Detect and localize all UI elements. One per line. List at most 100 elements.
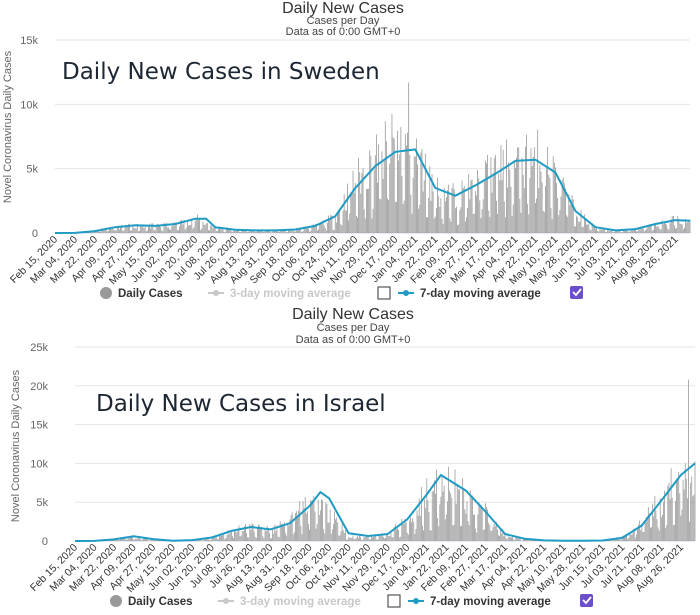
daily-case-bar (381, 151, 383, 233)
seven-day-average-line (54, 148, 691, 234)
daily-case-bar (644, 231, 645, 233)
daily-case-bar (526, 134, 527, 233)
y-tick-label: 0 (32, 228, 38, 240)
daily-case-bar (384, 538, 385, 541)
checkbox-7-day[interactable] (580, 594, 593, 607)
daily-case-bar (372, 537, 373, 541)
daily-case-bar (444, 201, 446, 233)
daily-case-bar (203, 538, 205, 541)
legend-marker-daily-cases[interactable] (110, 595, 122, 607)
daily-case-bar (622, 230, 624, 233)
daily-case-bar (221, 229, 223, 233)
checkbox-7-day[interactable] (570, 286, 583, 299)
legend-marker-7-day-dot[interactable] (413, 598, 419, 604)
daily-case-bar (367, 188, 368, 233)
daily-case-bar (629, 531, 631, 541)
daily-case-bar (452, 525, 454, 541)
daily-case-bar (462, 478, 464, 541)
legend-label-daily-cases[interactable]: Daily Cases (128, 596, 193, 608)
legend-marker-7-day-dot[interactable] (403, 290, 409, 296)
legend-label-3-day[interactable]: 3-day moving average (230, 288, 351, 300)
daily-case-bar (327, 522, 329, 541)
legend-label-3-day[interactable]: 3-day moving average (240, 596, 361, 608)
daily-case-bar (185, 227, 187, 233)
daily-case-bar (202, 540, 204, 541)
daily-case-bar (535, 203, 536, 233)
daily-case-bar (611, 231, 613, 233)
daily-case-bar (413, 156, 415, 233)
checkbox-3-day[interactable] (377, 286, 391, 300)
daily-case-bar (474, 514, 475, 541)
y-tick-label: 10k (30, 458, 48, 470)
daily-case-bar (449, 490, 450, 541)
daily-case-bar (193, 226, 195, 233)
daily-case-bar (148, 540, 150, 541)
daily-case-bar (435, 493, 436, 541)
daily-case-bar (304, 228, 306, 233)
daily-case-bar (418, 208, 420, 233)
daily-case-bar (123, 230, 125, 233)
daily-case-bar (171, 226, 173, 233)
daily-case-bar (179, 226, 180, 233)
daily-case-bar (347, 539, 348, 541)
legend-marker-3-day-dot[interactable] (223, 598, 229, 604)
daily-case-bar (638, 227, 640, 233)
daily-case-bar (130, 230, 132, 233)
daily-case-bar (477, 169, 478, 233)
daily-case-bar (235, 230, 237, 233)
daily-case-bar (671, 497, 673, 541)
daily-case-bar (369, 539, 371, 541)
chart-subtitle-2: Data as of 0:00 GMT+0 (286, 26, 401, 38)
daily-case-bar (261, 527, 263, 541)
daily-case-bar (321, 499, 322, 541)
daily-case-bar (217, 539, 219, 541)
legend-marker-3-day-dot[interactable] (213, 290, 219, 296)
daily-case-bar (364, 218, 366, 233)
daily-case-bar (556, 182, 557, 233)
daily-case-bar (288, 230, 289, 233)
legend-marker-daily-cases[interactable] (100, 287, 112, 299)
daily-case-bar (343, 532, 345, 541)
daily-case-bar (567, 216, 569, 233)
daily-case-bar (373, 536, 374, 541)
daily-case-bar (637, 527, 638, 541)
daily-case-bar (670, 219, 672, 233)
daily-case-bar (249, 231, 251, 233)
checkbox-3-day[interactable] (387, 594, 401, 608)
daily-case-bar (413, 521, 415, 541)
legend-label-7-day[interactable]: 7-day moving average (420, 288, 541, 300)
daily-case-bar (132, 535, 133, 541)
daily-case-bar (246, 231, 248, 233)
daily-case-bar (598, 231, 600, 233)
daily-case-bar (445, 514, 447, 541)
daily-case-bar (450, 221, 452, 233)
daily-case-bar (355, 215, 357, 233)
daily-case-bar (260, 526, 262, 541)
daily-case-bar (307, 227, 308, 233)
y-tick-label: 20k (30, 381, 48, 393)
daily-case-bar (233, 538, 234, 541)
daily-case-bar (453, 525, 455, 541)
daily-case-bar (561, 179, 563, 233)
daily-case-bar (190, 224, 192, 233)
daily-case-bar (104, 228, 106, 233)
daily-case-bar (141, 539, 143, 541)
daily-case-bar (219, 226, 220, 233)
daily-case-bar (499, 180, 501, 233)
y-tick-label: 10k (20, 99, 38, 111)
daily-case-bar (587, 224, 589, 233)
daily-case-bar (447, 189, 448, 233)
daily-case-bar (188, 225, 189, 233)
daily-case-bar (242, 230, 244, 233)
daily-case-bar (568, 194, 570, 233)
daily-case-bar (201, 540, 203, 541)
legend-label-daily-cases[interactable]: Daily Cases (118, 288, 183, 300)
daily-case-bar (250, 229, 252, 233)
daily-case-bar (623, 230, 625, 233)
daily-case-bar (480, 504, 482, 541)
daily-case-bar (290, 228, 292, 233)
daily-case-bar (524, 539, 525, 541)
daily-case-bar (270, 538, 271, 541)
daily-case-bar (267, 230, 268, 233)
legend-label-7-day[interactable]: 7-day moving average (430, 596, 551, 608)
